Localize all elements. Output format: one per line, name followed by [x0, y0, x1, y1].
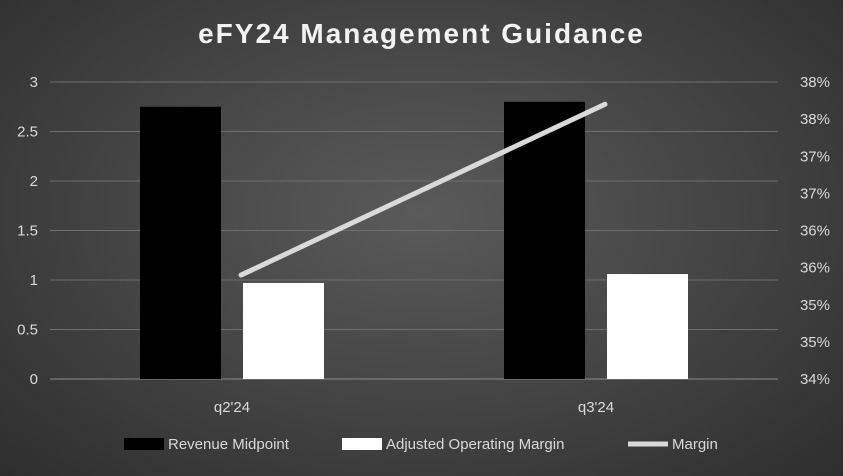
- bar-adjusted-operating-margin: [607, 274, 688, 379]
- x-tick-label: q2'24: [214, 399, 250, 416]
- legend-label: Adjusted Operating Margin: [386, 436, 564, 453]
- y-right-tick-label: 36%: [800, 223, 830, 240]
- y-right-tick-label: 35%: [800, 297, 830, 314]
- chart-title: eFY24 Management Guidance: [198, 18, 645, 49]
- y-left-tick-label: 2.5: [17, 124, 38, 141]
- y-left-tick-label: 1: [30, 272, 38, 289]
- y-right-tick-label: 36%: [800, 260, 830, 277]
- y-right-tick-label: 37%: [800, 185, 830, 202]
- y-left-tick-label: 2: [30, 173, 38, 190]
- y-right-tick-label: 37%: [800, 148, 830, 165]
- y-left-tick-label: 0: [30, 371, 38, 388]
- y-right-tick-label: 34%: [800, 371, 830, 388]
- y-right-tick-label: 35%: [800, 334, 830, 351]
- legend-label: Revenue Midpoint: [168, 436, 290, 453]
- legend-label: Margin: [672, 436, 718, 453]
- y-left-tick-label: 3: [30, 74, 38, 91]
- y-right-tick-label: 38%: [800, 74, 830, 91]
- y-left-tick-label: 0.5: [17, 322, 38, 339]
- legend-swatch-adjusted-operating-margin: [342, 438, 382, 450]
- y-right-tick-label: 38%: [800, 111, 830, 128]
- line-margin: [238, 101, 608, 278]
- bar-adjusted-operating-margin: [243, 282, 324, 379]
- y-left-tick-label: 1.5: [17, 223, 38, 240]
- bar-revenue-midpoint: [140, 106, 221, 379]
- x-tick-label: q3'24: [578, 399, 614, 416]
- legend-swatch-revenue-midpoint: [124, 438, 164, 450]
